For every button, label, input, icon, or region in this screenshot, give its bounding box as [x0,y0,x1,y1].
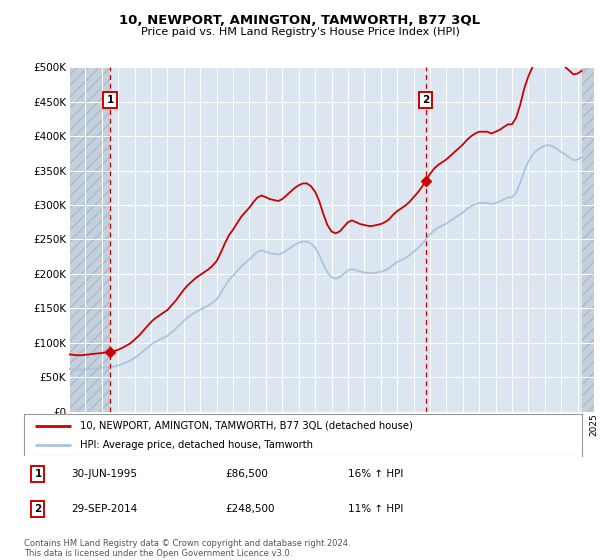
Text: 10, NEWPORT, AMINGTON, TAMWORTH, B77 3QL (detached house): 10, NEWPORT, AMINGTON, TAMWORTH, B77 3QL… [80,421,413,431]
Text: Price paid vs. HM Land Registry's House Price Index (HPI): Price paid vs. HM Land Registry's House … [140,27,460,37]
Text: 16% ↑ HPI: 16% ↑ HPI [347,469,403,479]
Text: 11% ↑ HPI: 11% ↑ HPI [347,504,403,514]
Text: £86,500: £86,500 [225,469,268,479]
Text: HPI: Average price, detached house, Tamworth: HPI: Average price, detached house, Tamw… [80,440,313,450]
Text: 1: 1 [34,469,41,479]
Text: 1: 1 [106,95,113,105]
Text: Contains HM Land Registry data © Crown copyright and database right 2024.
This d: Contains HM Land Registry data © Crown c… [24,539,350,558]
Text: 30-JUN-1995: 30-JUN-1995 [71,469,137,479]
Bar [581,67,594,412]
Text: 2: 2 [422,95,430,105]
Text: 10, NEWPORT, AMINGTON, TAMWORTH, B77 3QL: 10, NEWPORT, AMINGTON, TAMWORTH, B77 3QL [119,14,481,27]
Text: 2: 2 [34,504,41,514]
Bar [69,67,110,412]
Text: £248,500: £248,500 [225,504,274,514]
Text: 29-SEP-2014: 29-SEP-2014 [71,504,137,514]
